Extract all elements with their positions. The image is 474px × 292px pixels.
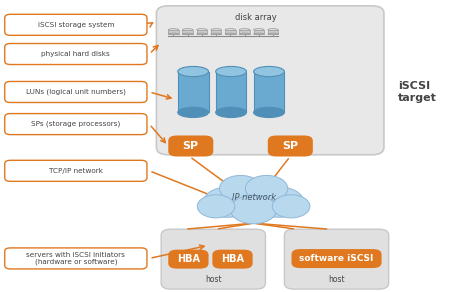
Ellipse shape: [197, 33, 207, 35]
Text: servers with iSCSI initiators
(hardware or software): servers with iSCSI initiators (hardware …: [27, 252, 125, 265]
Text: software iSCSI: software iSCSI: [300, 254, 374, 263]
Circle shape: [246, 175, 288, 201]
Ellipse shape: [197, 29, 207, 31]
Circle shape: [255, 187, 304, 217]
Ellipse shape: [216, 107, 246, 118]
Text: disk array: disk array: [235, 13, 277, 22]
Circle shape: [203, 187, 253, 217]
Text: IP network: IP network: [231, 193, 276, 201]
Ellipse shape: [168, 29, 179, 31]
FancyBboxPatch shape: [5, 114, 147, 135]
Ellipse shape: [239, 33, 250, 35]
FancyBboxPatch shape: [239, 30, 250, 34]
Ellipse shape: [225, 29, 236, 31]
FancyBboxPatch shape: [254, 30, 264, 34]
Ellipse shape: [254, 107, 284, 118]
FancyBboxPatch shape: [197, 30, 207, 34]
FancyBboxPatch shape: [212, 250, 253, 269]
Ellipse shape: [254, 29, 264, 31]
Text: physical hard disks: physical hard disks: [41, 51, 110, 57]
Ellipse shape: [239, 29, 250, 31]
Ellipse shape: [178, 107, 209, 118]
Ellipse shape: [211, 29, 221, 31]
Text: iSCSI storage system: iSCSI storage system: [37, 22, 114, 28]
Text: SPs (storage processors): SPs (storage processors): [31, 121, 120, 127]
Ellipse shape: [216, 66, 246, 77]
Circle shape: [197, 195, 235, 218]
Ellipse shape: [254, 66, 284, 77]
FancyBboxPatch shape: [5, 160, 147, 181]
Text: SP: SP: [182, 141, 199, 151]
Text: HBA: HBA: [221, 254, 244, 264]
Ellipse shape: [225, 33, 236, 35]
Text: host: host: [205, 275, 222, 284]
Circle shape: [219, 175, 262, 201]
Text: TCP/IP network: TCP/IP network: [49, 168, 103, 174]
Circle shape: [219, 179, 288, 221]
FancyBboxPatch shape: [292, 249, 382, 268]
Circle shape: [230, 195, 277, 224]
Text: host: host: [328, 275, 345, 284]
Ellipse shape: [211, 33, 221, 35]
FancyBboxPatch shape: [216, 72, 246, 112]
FancyBboxPatch shape: [225, 30, 236, 34]
FancyBboxPatch shape: [168, 30, 179, 34]
FancyBboxPatch shape: [254, 72, 284, 112]
FancyBboxPatch shape: [5, 248, 147, 269]
Ellipse shape: [168, 33, 179, 35]
Ellipse shape: [268, 29, 278, 31]
Ellipse shape: [254, 33, 264, 35]
Circle shape: [273, 195, 310, 218]
Ellipse shape: [182, 29, 193, 31]
FancyBboxPatch shape: [156, 6, 384, 155]
Text: iSCSI
target: iSCSI target: [398, 81, 437, 103]
FancyBboxPatch shape: [211, 30, 221, 34]
Ellipse shape: [182, 33, 193, 35]
FancyBboxPatch shape: [178, 72, 209, 112]
FancyBboxPatch shape: [5, 14, 147, 35]
Ellipse shape: [178, 66, 209, 77]
FancyBboxPatch shape: [284, 229, 389, 289]
FancyBboxPatch shape: [182, 30, 193, 34]
FancyBboxPatch shape: [268, 135, 313, 157]
Text: LUNs (logical unit numbers): LUNs (logical unit numbers): [26, 89, 126, 95]
FancyBboxPatch shape: [161, 229, 265, 289]
FancyBboxPatch shape: [168, 250, 209, 269]
FancyBboxPatch shape: [168, 135, 213, 157]
Text: SP: SP: [282, 141, 299, 151]
Text: HBA: HBA: [177, 254, 200, 264]
FancyBboxPatch shape: [5, 81, 147, 102]
FancyBboxPatch shape: [268, 30, 278, 34]
Ellipse shape: [268, 33, 278, 35]
FancyBboxPatch shape: [5, 44, 147, 65]
